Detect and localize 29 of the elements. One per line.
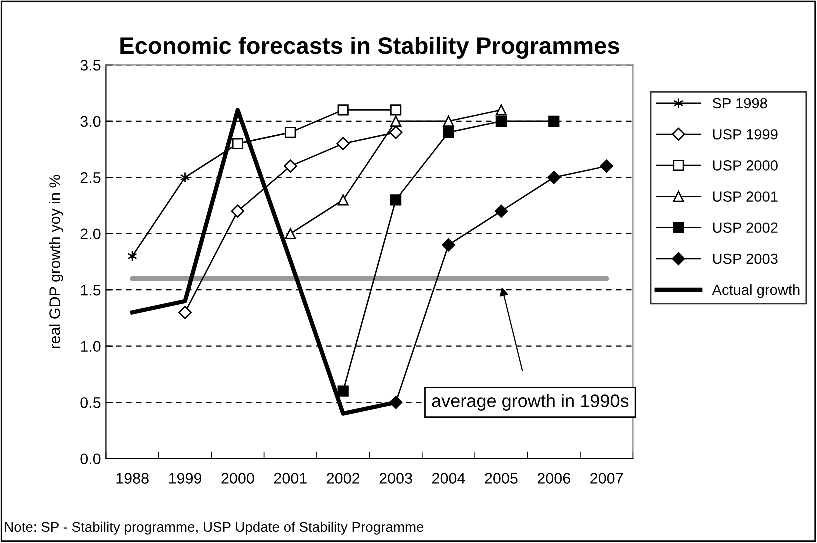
legend-label: USP 2002 [713,222,778,234]
x-tick-label: 2006 [538,473,570,484]
x-tick-label: 2005 [485,473,518,484]
y-tick-label: 1.5 [81,285,101,296]
y-tick-label: 0.0 [80,454,101,465]
ref-line-label: average growth in 1990s [432,394,629,412]
x-tick-label: 2004 [432,473,466,484]
x-tick-label: 2001 [274,473,307,484]
x-tick-label: 1999 [169,473,202,484]
legend-label: USP 2000 [713,160,778,171]
text: Note: SP - Stability programme, USP Update of Stability Programme [5,522,424,535]
legend-label: Actual growth [712,284,800,298]
y-tick-label: 0.5 [80,397,101,408]
x-tick-label: 2002 [327,473,360,484]
x-tick-label: 2003 [380,473,412,484]
y-tick-label: 3.0 [80,116,101,128]
x-tick-label: 1988 [116,473,149,484]
y-tick-label: 2.0 [80,228,101,240]
y-tick-label: 1.0 [81,341,101,352]
legend-label: USP 1999 [713,129,778,140]
x-tick-label: 2000 [222,473,254,484]
legend-label: SP 1998 [712,98,768,109]
legend-label: USP 2003 [713,254,778,264]
chart-title: Economic forecasts in Stability Programmes [120,36,620,60]
y-tick-label: 2.5 [80,172,101,184]
legend-label: USP 2001 [713,192,778,202]
y-tick-label: 3.5 [80,60,101,71]
x-tick-label: 2007 [590,473,624,484]
y-axis-title: real GDP growth yoy in % [49,175,64,348]
